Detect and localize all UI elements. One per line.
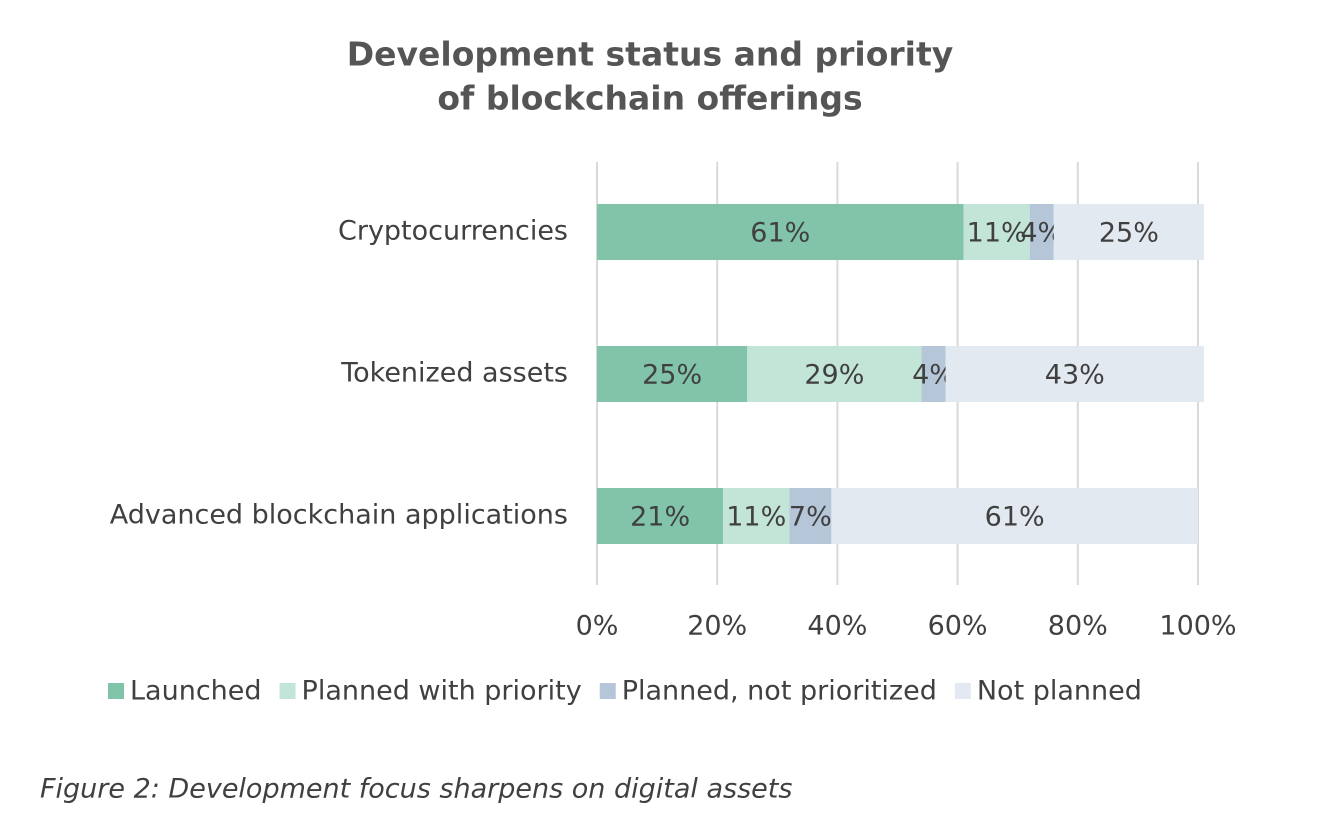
bar-segment [963,204,1030,260]
data-label: 25% [642,360,702,391]
chart-title: Development status and priority [347,35,954,74]
data-label: 61% [750,218,810,249]
legend-label: Not planned [977,676,1142,707]
data-label: 11% [967,218,1027,249]
x-tick-label: 20% [687,611,747,642]
legend-label: Planned with priority [302,676,582,707]
bar-segment [831,488,1198,544]
bar-segment [597,204,964,260]
bar-segment [597,346,748,402]
y-tick-label: Advanced blockchain applications [110,500,568,531]
bar-segment [723,488,790,544]
x-tick-label: 80% [1048,611,1108,642]
data-label: 7% [789,502,832,533]
bar-segment [1053,204,1205,260]
bar-segment [945,346,1205,402]
x-tick-label: 60% [928,611,988,642]
data-label: 25% [1099,218,1159,249]
y-tick-label: Cryptocurrencies [338,216,568,247]
x-tick-label: 40% [807,611,867,642]
data-label: 11% [726,502,786,533]
legend-label: Launched [130,676,262,707]
legend-swatch [108,683,124,699]
bar-segment [1029,204,1054,260]
x-tick-label: 100% [1159,611,1236,642]
bar-segment [747,346,922,402]
data-label: 43% [1045,360,1105,391]
legend-swatch [599,683,616,699]
chart-title: of blockchain offerings [437,79,862,118]
bar-segment [597,488,724,544]
data-label: 29% [804,360,864,391]
legend-swatch [279,683,296,699]
caption: Figure 2: Development focus sharpens on … [40,774,792,805]
x-tick-label: 0% [576,611,619,642]
y-tick-label: Tokenized assets [340,358,568,389]
data-label: 21% [630,502,690,533]
bar-segment [789,488,832,544]
data-label: 61% [985,502,1045,533]
legend-swatch [954,683,971,699]
bar-segment [921,346,946,402]
legend-label: Planned, not prioritized [622,676,937,707]
